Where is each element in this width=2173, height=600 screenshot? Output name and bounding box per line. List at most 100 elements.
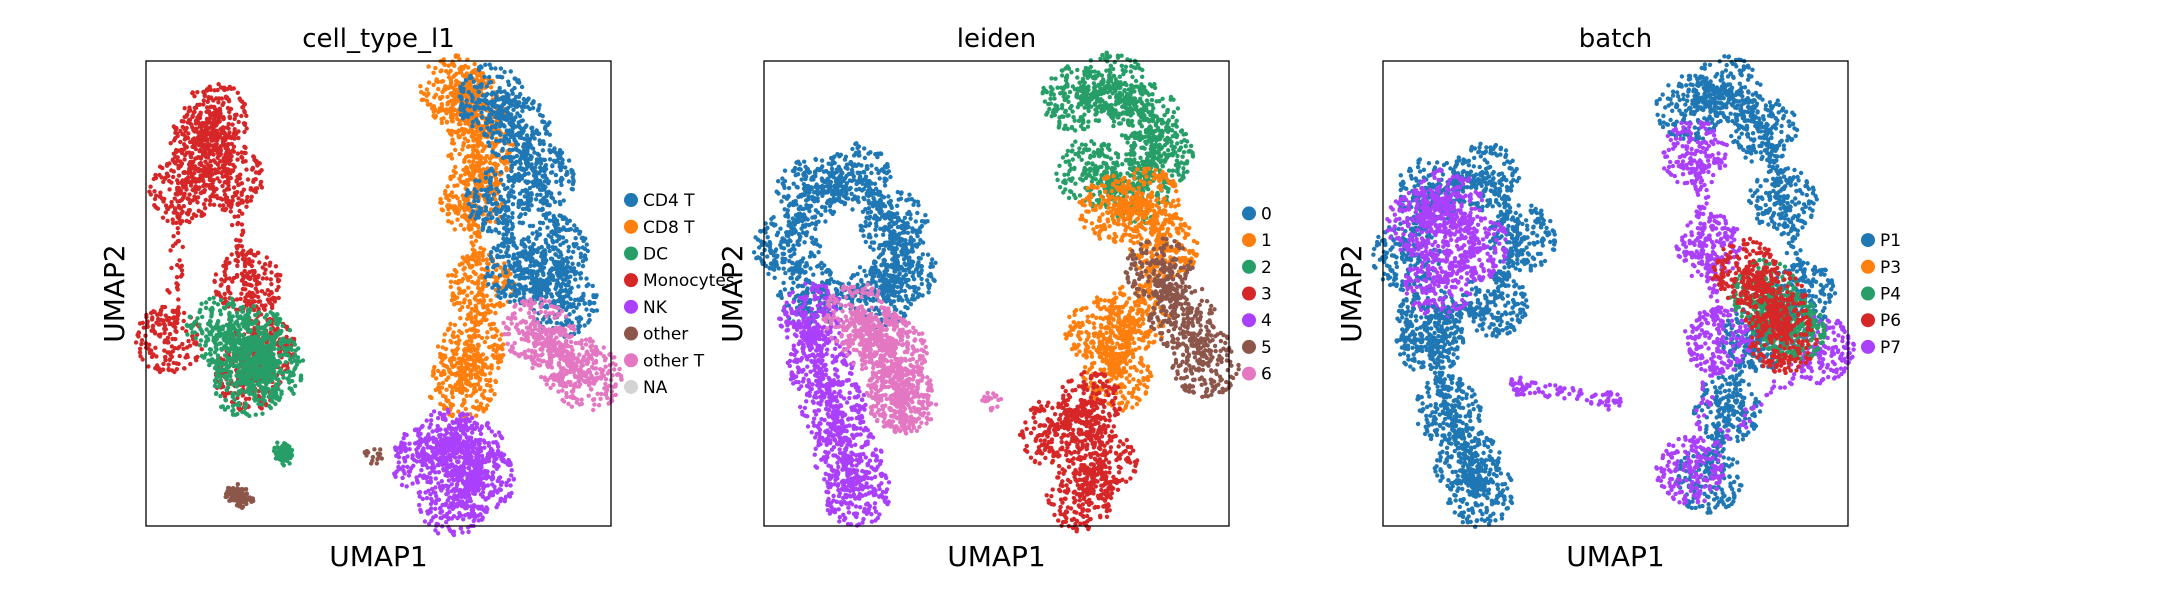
data-point (186, 136, 190, 140)
data-point (148, 185, 152, 189)
data-point (470, 264, 474, 268)
data-point (189, 155, 193, 159)
data-point (171, 221, 175, 225)
data-point (167, 368, 171, 372)
data-point (260, 185, 264, 189)
data-point (538, 227, 542, 231)
data-point (440, 201, 444, 205)
data-point (266, 387, 270, 391)
data-point (511, 108, 515, 112)
data-point (418, 84, 422, 88)
data-point (259, 180, 263, 184)
data-point (483, 63, 487, 67)
data-point (275, 445, 279, 449)
data-point (224, 392, 228, 396)
data-point (186, 131, 190, 135)
data-point (545, 130, 549, 134)
data-point (224, 95, 228, 99)
data-point (375, 461, 379, 465)
data-point (462, 377, 466, 381)
data-point (259, 387, 263, 391)
data-point (254, 413, 258, 417)
data-point (185, 126, 189, 130)
data-point (451, 395, 455, 399)
data-point (566, 249, 570, 253)
data-point (225, 388, 229, 392)
data-point (262, 271, 266, 275)
data-point (476, 343, 480, 347)
data-point (258, 359, 262, 363)
data-point (485, 84, 489, 88)
data-point (237, 356, 241, 360)
data-point (478, 72, 482, 76)
data-point (482, 131, 486, 135)
data-point (250, 195, 254, 199)
data-point (501, 342, 505, 346)
data-point (284, 360, 288, 364)
data-point (230, 332, 234, 336)
data-point (228, 115, 232, 119)
data-point (263, 268, 267, 272)
data-point (249, 295, 253, 299)
data-point (489, 397, 493, 401)
data-point (282, 346, 286, 350)
data-point (463, 322, 467, 326)
data-point (574, 236, 578, 240)
data-point (293, 348, 297, 352)
data-point (182, 366, 186, 370)
data-point (475, 347, 479, 351)
data-point (247, 362, 251, 366)
data-point (270, 354, 274, 358)
data-point (275, 441, 279, 445)
data-point (522, 168, 526, 172)
data-point (243, 146, 247, 150)
data-point (522, 148, 526, 152)
data-point (180, 264, 184, 268)
data-point (277, 398, 281, 402)
data-point (507, 83, 511, 87)
data-point (515, 132, 519, 136)
data-point (185, 113, 189, 117)
data-point (547, 120, 551, 124)
data-point (254, 287, 258, 291)
data-point (443, 355, 447, 359)
data-point (253, 393, 257, 397)
data-point (507, 148, 511, 152)
data-point (460, 102, 464, 106)
data-point (196, 177, 200, 181)
data-point (219, 282, 223, 286)
data-point (440, 207, 444, 211)
data-point (445, 102, 449, 106)
data-point (554, 173, 558, 177)
cluster-other (224, 482, 256, 510)
data-point (279, 329, 283, 333)
data-point (175, 263, 179, 267)
data-point (504, 166, 508, 170)
data-point (501, 156, 505, 160)
data-point (493, 311, 497, 315)
data-point (200, 347, 204, 351)
data-point (176, 307, 180, 311)
data-point (227, 162, 231, 166)
data-point (135, 333, 139, 337)
data-point (520, 109, 524, 113)
data-point (162, 348, 166, 352)
data-point (475, 140, 479, 144)
data-point (204, 306, 208, 310)
data-point (459, 223, 463, 227)
data-point (450, 105, 454, 109)
data-point (434, 93, 438, 97)
data-point (531, 146, 535, 150)
data-point (234, 489, 238, 493)
data-point (226, 381, 230, 385)
data-point (173, 241, 177, 245)
data-point (235, 246, 239, 250)
data-point (269, 277, 273, 281)
data-point (525, 138, 529, 142)
data-point (212, 336, 216, 340)
data-point (564, 239, 568, 243)
data-point (228, 339, 232, 343)
data-point (214, 347, 218, 351)
data-point (180, 210, 184, 214)
data-point (171, 234, 175, 238)
